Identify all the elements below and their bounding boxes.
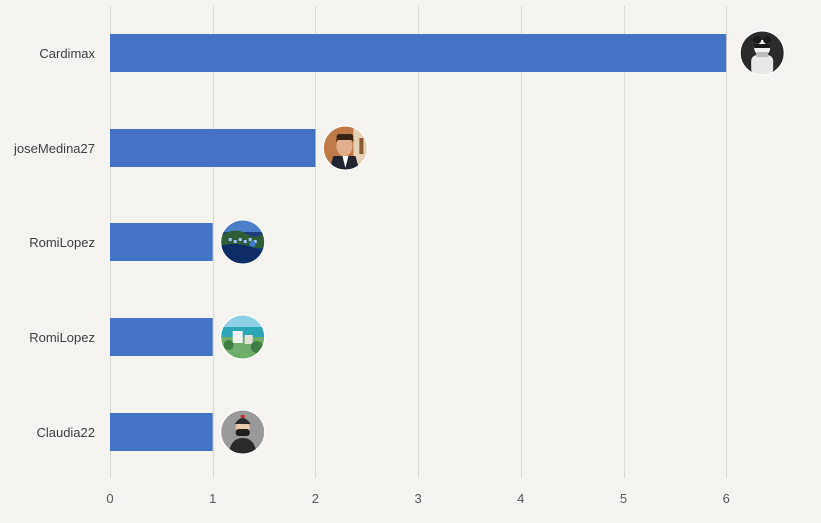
bar	[110, 129, 316, 167]
x-tick-label: 5	[620, 491, 627, 506]
x-tick-label: 6	[723, 491, 730, 506]
x-tick-label: 3	[414, 491, 421, 506]
category-label: joseMedina27	[13, 141, 95, 156]
x-axis-ticks: 0 1 2 3 4 5 6	[106, 491, 729, 506]
man-in-suit-avatar-icon	[322, 125, 368, 171]
category-labels: Cardimax joseMedina27 RomiLopez RomiLopez Cl…	[13, 46, 95, 440]
bar	[110, 413, 213, 451]
category-label: RomiLopez	[29, 330, 95, 345]
category-label: Claudia22	[36, 425, 95, 440]
bar	[110, 318, 213, 356]
masked-person-avatar-icon	[220, 409, 266, 455]
avatars	[220, 30, 785, 455]
x-tick-label: 2	[312, 491, 319, 506]
coastal-city-avatar-icon	[220, 219, 266, 265]
x-tick-label: 1	[209, 491, 216, 506]
resort-beach-avatar-icon	[220, 314, 266, 360]
x-tick-label: 0	[106, 491, 113, 506]
x-tick-label: 4	[517, 491, 524, 506]
category-label: RomiLopez	[29, 235, 95, 250]
masked-figure-avatar-icon	[739, 30, 785, 76]
bars	[110, 34, 727, 451]
category-label: Cardimax	[39, 46, 95, 61]
bar	[110, 223, 213, 261]
bar	[110, 34, 727, 72]
grid-lines	[110, 6, 727, 478]
